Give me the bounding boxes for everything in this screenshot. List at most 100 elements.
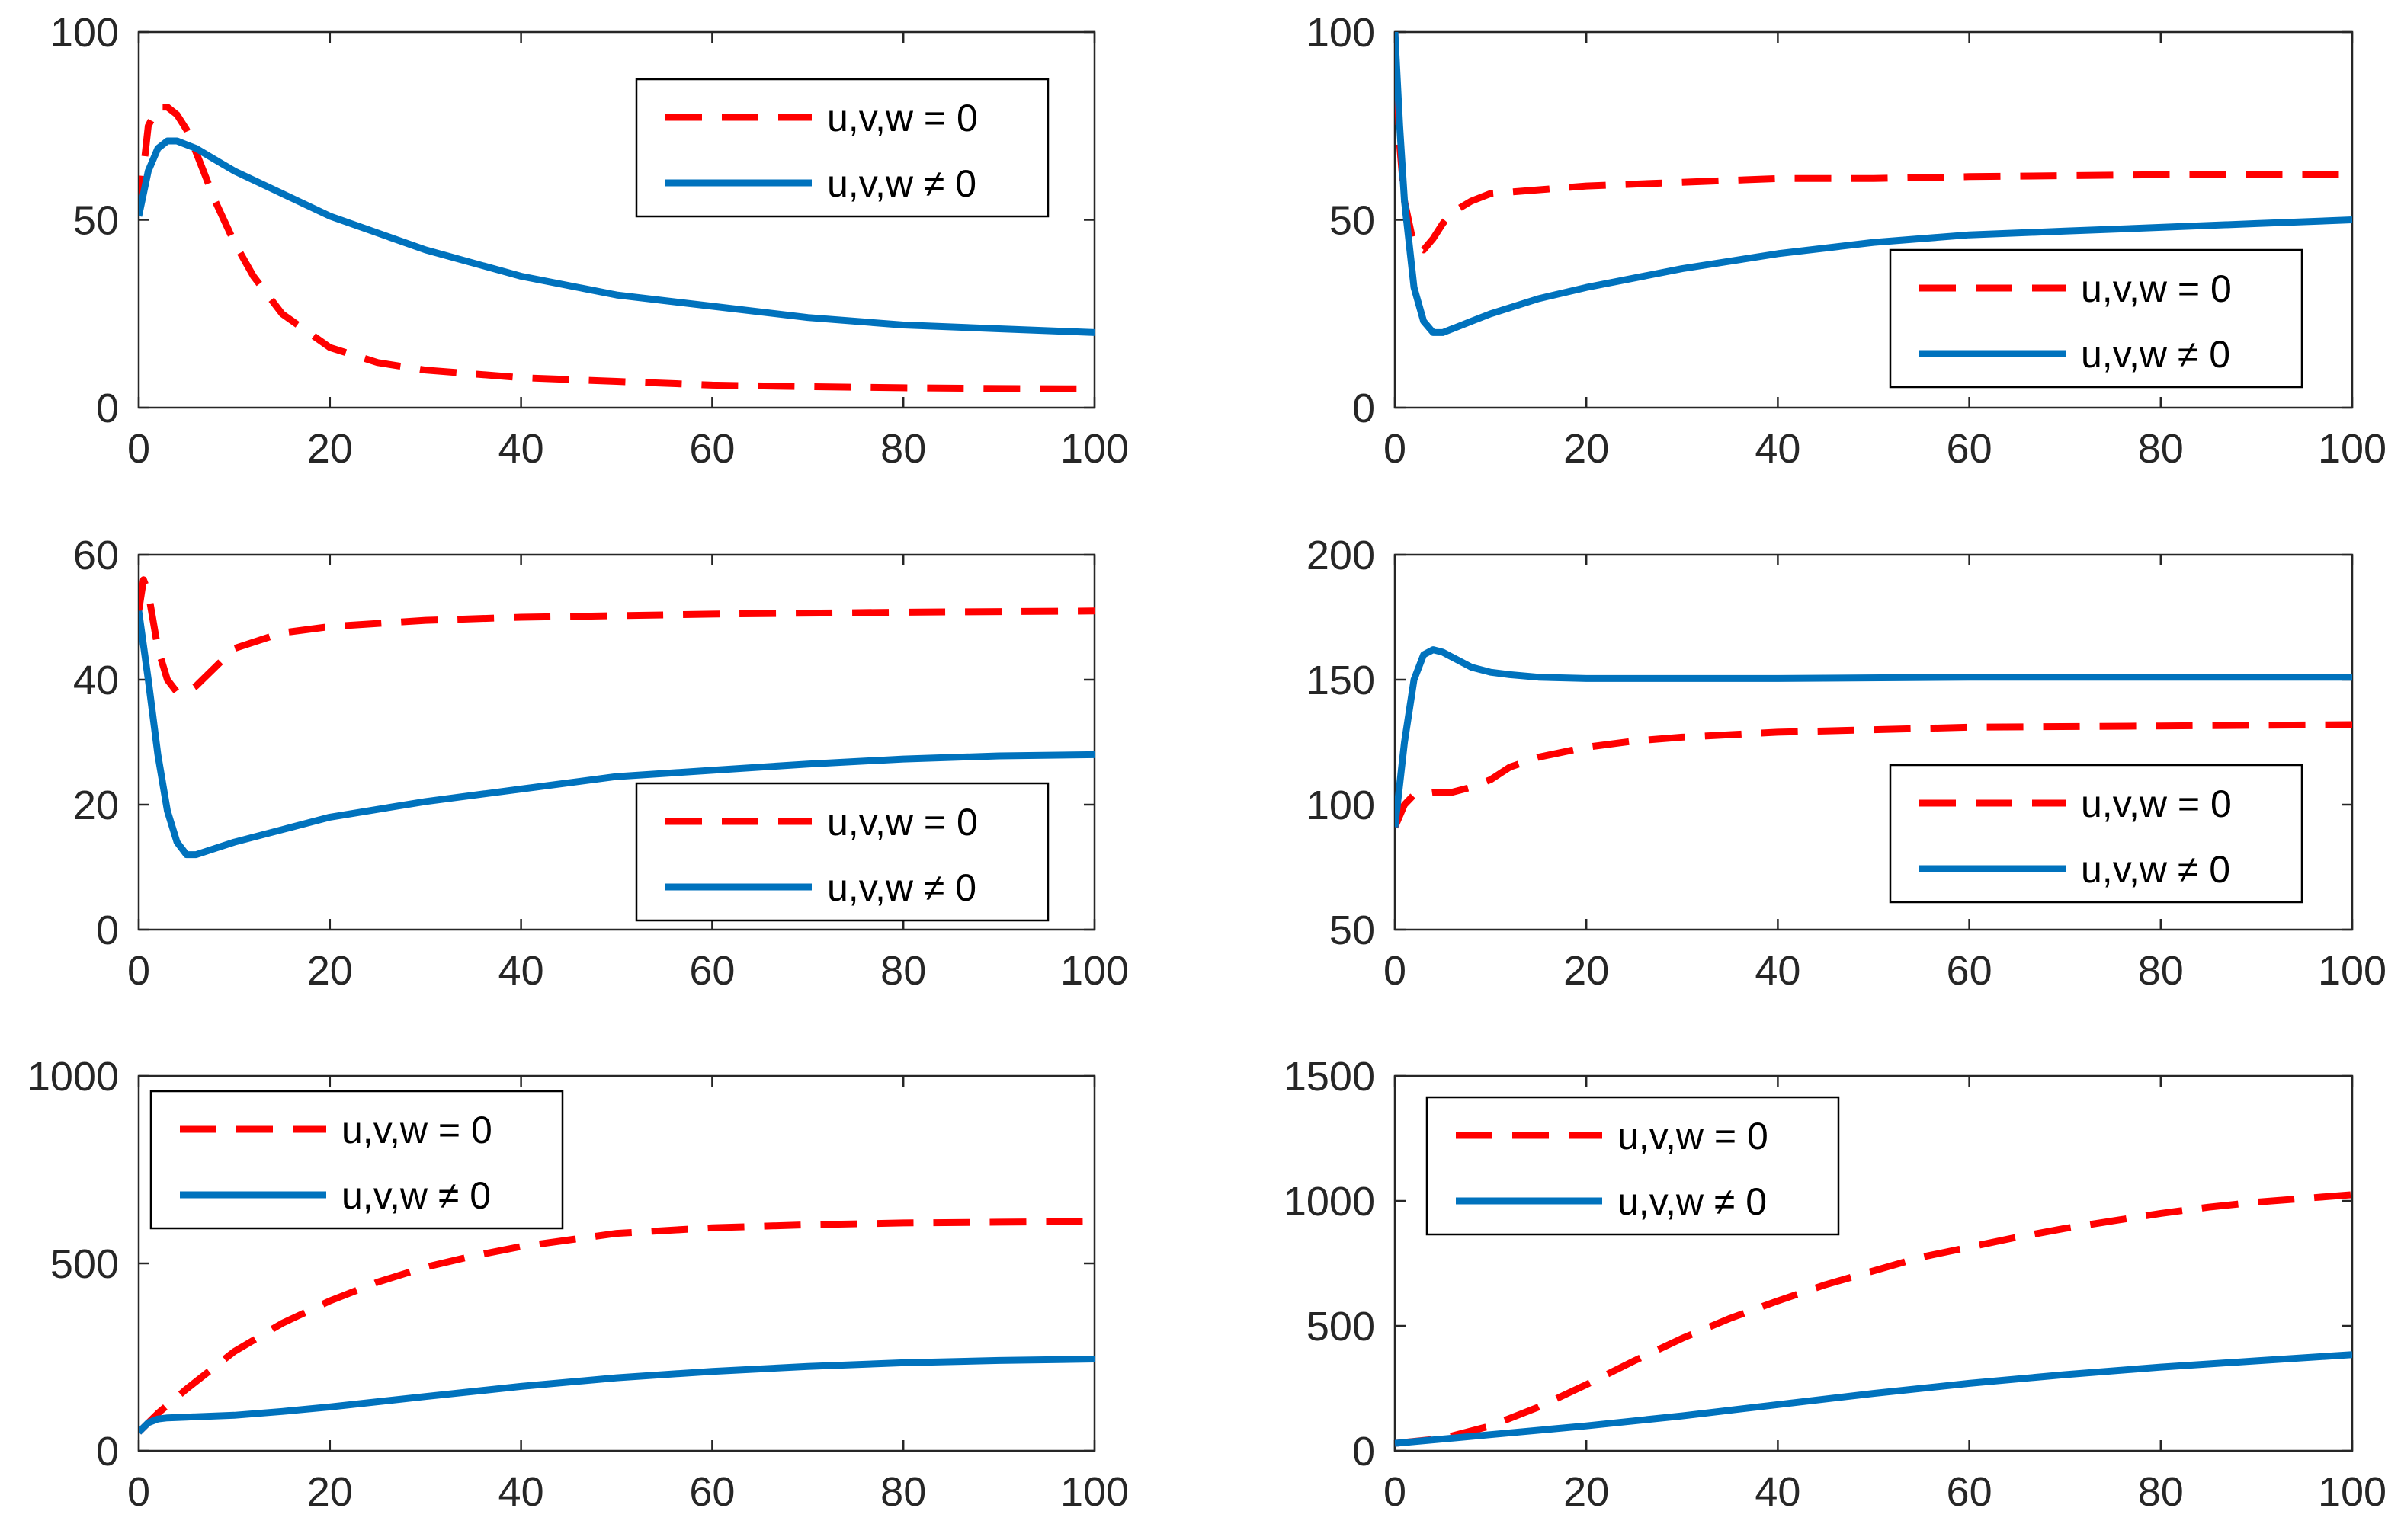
- series-line-dashed: [139, 104, 1095, 392]
- series-line-solid: [1395, 1351, 2352, 1447]
- y-tick-label: 50: [73, 198, 119, 244]
- series-group: [139, 104, 1095, 392]
- series-line-solid: [139, 610, 1095, 859]
- x-tick-label: 100: [1060, 426, 1129, 472]
- legend-label: u,v,w ≠ 0: [1617, 1180, 1767, 1223]
- series-group: [139, 1218, 1095, 1435]
- series-line-dashed: [1395, 32, 2352, 254]
- y-tick-label: 50: [1329, 908, 1375, 953]
- x-tick-label: 100: [1060, 948, 1129, 994]
- legend: u,v,w = 0 u,v,w ≠ 0: [1889, 764, 2303, 904]
- series-line-solid: [1395, 32, 2352, 336]
- legend-label: u,v,w ≠ 0: [341, 1174, 491, 1217]
- x-tick-label: 0: [1383, 948, 1406, 994]
- y-tick-label: 500: [50, 1241, 119, 1287]
- y-tick-label: 50: [1329, 198, 1375, 244]
- series-line-solid: [139, 1356, 1095, 1435]
- series-group: [139, 576, 1095, 859]
- y-tick-label: 40: [73, 658, 119, 703]
- legend: u,v,w = 0 u,v,w ≠ 0: [1425, 1096, 1840, 1236]
- y-tick-label: 1500: [1284, 1054, 1375, 1100]
- legend-box: [1889, 248, 2303, 389]
- chart-panel-2: 0 20 40 60 80 100 0 50 100 u,v,w = 0 u,v,w ≠ 0: [1306, 10, 2387, 472]
- x-tick-label: 100: [2318, 426, 2387, 472]
- x-tick-label: 40: [1755, 426, 1800, 472]
- legend: u,v,w = 0 u,v,w ≠ 0: [635, 78, 1050, 218]
- chart-panel-1: 0 20 40 60 80 100 0 50 100 u,v,w = 0 u,v,w ≠ 0: [50, 10, 1129, 472]
- y-tick-label: 60: [73, 533, 119, 578]
- y-tick-label: 0: [1352, 1429, 1375, 1474]
- legend: u,v,w = 0 u,v,w ≠ 0: [635, 782, 1050, 922]
- y-tick-label: 200: [1306, 533, 1375, 578]
- x-tick-label: 60: [1947, 948, 1992, 994]
- x-tick-label: 80: [880, 426, 926, 472]
- y-tick-label: 20: [73, 783, 119, 828]
- x-tick-label: 0: [1383, 426, 1406, 472]
- legend-label: u,v,w = 0: [827, 97, 978, 139]
- legend-box: [1889, 764, 2303, 904]
- x-tick-label: 100: [1060, 1469, 1129, 1515]
- legend-box: [149, 1090, 564, 1230]
- x-tick-label: 40: [498, 1469, 544, 1515]
- x-tick-label: 60: [1947, 426, 1992, 472]
- x-tick-label: 80: [2138, 948, 2184, 994]
- y-tick-label: 100: [50, 10, 119, 56]
- x-tick-label: 40: [498, 426, 544, 472]
- x-tick-label: 60: [689, 426, 735, 472]
- x-tick-label: 0: [127, 1469, 150, 1515]
- series-line-solid: [1395, 646, 2352, 828]
- x-tick-label: 60: [689, 1469, 735, 1515]
- series-line-dashed: [1395, 1191, 2352, 1447]
- y-tick-label: 1000: [27, 1054, 119, 1100]
- legend-label: u,v,w = 0: [2081, 783, 2232, 825]
- x-tick-label: 100: [2318, 948, 2387, 994]
- x-tick-label: 20: [1563, 1469, 1609, 1515]
- legend-label: u,v,w = 0: [2081, 267, 2232, 310]
- x-tick-label: 80: [2138, 1469, 2184, 1515]
- x-tick-label: 60: [689, 948, 735, 994]
- x-tick-label: 80: [880, 948, 926, 994]
- y-tick-label: 0: [96, 908, 119, 953]
- y-tick-label: 0: [96, 1429, 119, 1474]
- legend-box: [635, 782, 1050, 922]
- series-line-dashed: [139, 576, 1095, 696]
- legend-label: u,v,w ≠ 0: [2081, 333, 2230, 376]
- x-tick-label: 20: [307, 426, 353, 472]
- x-tick-label: 20: [307, 1469, 353, 1515]
- legend-label: u,v,w = 0: [827, 801, 978, 844]
- series-line-solid: [139, 137, 1095, 336]
- y-tick-label: 0: [1352, 386, 1375, 431]
- legend-label: u,v,w ≠ 0: [827, 162, 976, 205]
- legend: u,v,w = 0 u,v,w ≠ 0: [149, 1090, 564, 1230]
- legend-label: u,v,w = 0: [1617, 1115, 1768, 1157]
- legend: u,v,w = 0 u,v,w ≠ 0: [1889, 248, 2303, 389]
- series-line-dashed: [139, 1218, 1095, 1435]
- x-tick-label: 40: [1755, 1469, 1800, 1515]
- x-tick-label: 80: [880, 1469, 926, 1515]
- series-line-dashed: [1395, 721, 2352, 829]
- legend-box: [635, 78, 1050, 218]
- x-tick-label: 20: [1563, 948, 1609, 994]
- legend-label: u,v,w = 0: [341, 1109, 492, 1151]
- x-tick-label: 0: [1383, 1469, 1406, 1515]
- x-tick-label: 40: [1755, 948, 1800, 994]
- legend-label: u,v,w ≠ 0: [2081, 848, 2230, 891]
- chart-panel-4: 0 20 40 60 80 100 50 100 150 200 u,v,w = 0 u,v,w ≠ …: [1306, 533, 2387, 994]
- series-group: [1395, 646, 2352, 829]
- x-tick-label: 20: [307, 948, 353, 994]
- x-tick-label: 60: [1947, 1469, 1992, 1515]
- x-tick-label: 0: [127, 948, 150, 994]
- legend-label: u,v,w ≠ 0: [827, 866, 976, 909]
- legend-box: [1425, 1096, 1840, 1236]
- y-tick-label: 500: [1306, 1304, 1375, 1350]
- x-tick-label: 20: [1563, 426, 1609, 472]
- y-tick-label: 1000: [1284, 1179, 1375, 1225]
- series-group: [1395, 1191, 2352, 1447]
- x-tick-label: 100: [2318, 1469, 2387, 1515]
- x-tick-label: 40: [498, 948, 544, 994]
- y-tick-label: 150: [1306, 658, 1375, 703]
- y-tick-label: 100: [1306, 783, 1375, 828]
